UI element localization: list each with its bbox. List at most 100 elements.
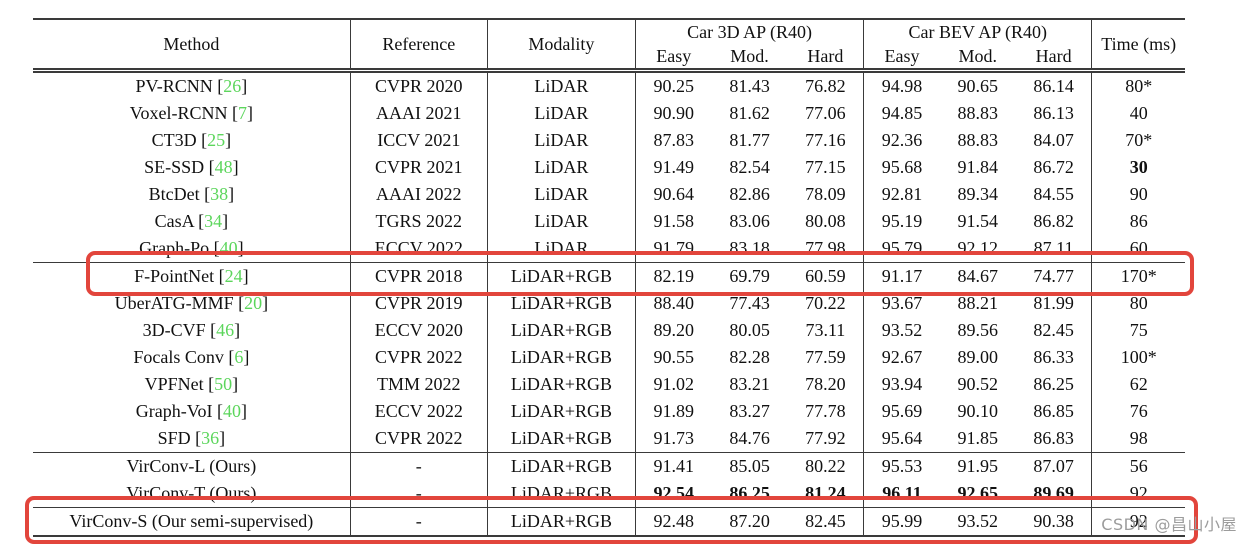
bev-hard-cell: 74.77 (1015, 262, 1093, 290)
modality-cell: LiDAR (487, 181, 636, 208)
bev-easy-cell: 95.68 (881, 157, 923, 178)
method-cell: VirConv-T (Ours) (33, 480, 351, 508)
bev-easy-cell: 95.53 (881, 456, 923, 477)
time-cell: 40 (1129, 103, 1148, 124)
bev-hard-cell: 86.82 (1015, 208, 1093, 235)
bev-hard-cell: 86.14 (1015, 70, 1093, 100)
reference-cell: CVPR 2022 (350, 425, 488, 453)
bev-mod-cell: 91.85 (939, 425, 1016, 453)
method-cell: PV-RCNN [26] (33, 70, 351, 100)
reference-cell: ECCV 2022 (350, 398, 488, 425)
ap3d-mod-cell: 85.05 (729, 456, 770, 477)
bev-hard-cell: 81.99 (1015, 290, 1093, 317)
ap3d-mod-cell: 81.62 (729, 103, 770, 124)
ap3d-easy-cell: 91.89 (653, 401, 695, 422)
bev-easy-cell: 95.69 (881, 401, 923, 422)
bev-hard-cell: 86.85 (1015, 398, 1093, 425)
reference-cell: CVPR 2022 (350, 344, 488, 371)
modality-cell: LiDAR+RGB (487, 398, 636, 425)
bev-mod-cell: 89.56 (957, 320, 999, 341)
bev-easy-cell: 95.99 (881, 511, 923, 532)
bev-hard-cell: 87.07 (1015, 452, 1093, 480)
bev-easy-cell: 92.67 (881, 347, 923, 368)
reference-cell: ECCV 2022 (350, 235, 488, 263)
bev-easy-cell: 95.64 (863, 425, 940, 453)
ap3d-easy-cell: 91.41 (653, 456, 695, 477)
table-row: F-PointNet [24] CVPR 2018 LiDAR+RGB 82.19 69… (33, 262, 1185, 290)
bev-hard-cell: 84.55 (1015, 181, 1093, 208)
citation-number: 50 (214, 374, 233, 395)
citation-number: 7 (237, 103, 247, 124)
table-row: UberATG-MMF [20] CVPR 2019 LiDAR+RGB 88.40 7… (33, 290, 1185, 317)
method-cell: Graph-Po [40] (33, 235, 351, 263)
modality-cell: LiDAR+RGB (487, 344, 636, 371)
method-cell: F-PointNet [24] (33, 262, 351, 290)
table-row: 3D-CVF [46] ECCV 2020 LiDAR+RGB 89.20 80.05 7… (33, 317, 1185, 344)
ap3d-hard-cell: 80.08 (787, 208, 865, 235)
modality-cell: LiDAR (487, 70, 636, 100)
method-cell: VirConv-L (Ours) (33, 452, 351, 480)
method-cell: BtcDet [38] (33, 181, 351, 208)
time-cell: 70* (1125, 130, 1153, 151)
bev-mod-cell: 88.83 (957, 103, 999, 124)
table-row: VirConv-T (Ours) - LiDAR+RGB 92.54 86.25 81.2… (33, 480, 1185, 508)
bev-mod-cell: 92.65 (939, 480, 1016, 508)
ap3d-mod-cell: 69.79 (729, 266, 770, 287)
citation-number: 20 (244, 293, 263, 314)
bev-easy-cell: 93.94 (881, 374, 923, 395)
table-row: VirConv-L (Ours) - LiDAR+RGB 91.41 85.05 80.2… (33, 452, 1185, 480)
bev-mod-cell: 84.67 (957, 266, 999, 287)
citation-number: 26 (223, 76, 242, 97)
bev-hard-cell: 84.07 (1015, 127, 1093, 154)
ap3d-easy-cell: 91.73 (635, 425, 712, 453)
ap3d-hard-cell: 73.11 (787, 317, 865, 344)
bev-easy-cell: 92.81 (881, 184, 923, 205)
method-cell: VPFNet [50] (33, 371, 351, 398)
method-cell: SFD [36] (33, 425, 351, 453)
header-modality: Modality (487, 19, 636, 73)
ap3d-hard-cell: 77.98 (787, 235, 865, 263)
ap3d-easy-cell: 92.54 (635, 480, 712, 508)
modality-cell: LiDAR+RGB (487, 262, 636, 290)
table-row: SFD [36] CVPR 2022 LiDAR+RGB 91.73 84.76 77.9… (33, 425, 1185, 453)
bev-hard-cell: 82.45 (1015, 317, 1093, 344)
bev-mod-cell: 91.54 (957, 211, 999, 232)
bev-mod-cell: 92.12 (939, 235, 1016, 263)
time-cell: 80* (1125, 76, 1153, 97)
ap3d-mod-cell: 83.18 (711, 235, 788, 263)
header-method: Method (33, 19, 351, 73)
ap3d-mod-cell: 81.77 (729, 130, 770, 151)
ap3d-hard-cell: 78.20 (787, 371, 865, 398)
reference-cell: - (350, 507, 488, 536)
method-cell: CasA [34] (33, 208, 351, 235)
ap3d-mod-cell: 82.28 (729, 347, 770, 368)
citation-number: 25 (207, 130, 226, 151)
ap3d-easy-cell: 91.58 (653, 211, 695, 232)
reference-cell: AAAI 2022 (350, 181, 488, 208)
bev-easy-cell: 96.11 (863, 480, 940, 508)
ap3d-hard-cell: 77.06 (787, 100, 865, 127)
citation-number: 36 (201, 428, 220, 449)
time-cell: 100* (1120, 347, 1157, 368)
time-cell: 30 (1129, 157, 1148, 178)
citation-number: 46 (216, 320, 235, 341)
citation-number: 6 (234, 347, 244, 368)
reference-cell: AAAI 2021 (350, 100, 488, 127)
ap3d-mod-cell: 86.25 (711, 480, 788, 508)
bev-mod-cell: 89.34 (957, 184, 999, 205)
header-bev-mod: Mod. (939, 45, 1016, 73)
bev-easy-cell: 95.19 (881, 211, 923, 232)
ap3d-hard-cell: 82.45 (787, 507, 865, 536)
time-cell: 80 (1129, 293, 1148, 314)
method-cell: SE-SSD [48] (33, 154, 351, 181)
ap3d-hard-cell: 77.59 (787, 344, 865, 371)
reference-cell: TGRS 2022 (350, 208, 488, 235)
method-cell: 3D-CVF [46] (33, 317, 351, 344)
citation-number: 34 (204, 211, 223, 232)
method-cell: VirConv-S (Our semi-supervised) (33, 507, 351, 536)
method-cell: CT3D [25] (33, 127, 351, 154)
header-group-car-bev-ap: Car BEV AP (R40) (863, 19, 1093, 45)
time-cell: 76 (1129, 401, 1148, 422)
header-row-groups: Method Reference Modality Car 3D AP (R40… (33, 19, 1185, 73)
citation-number: 48 (214, 157, 233, 178)
